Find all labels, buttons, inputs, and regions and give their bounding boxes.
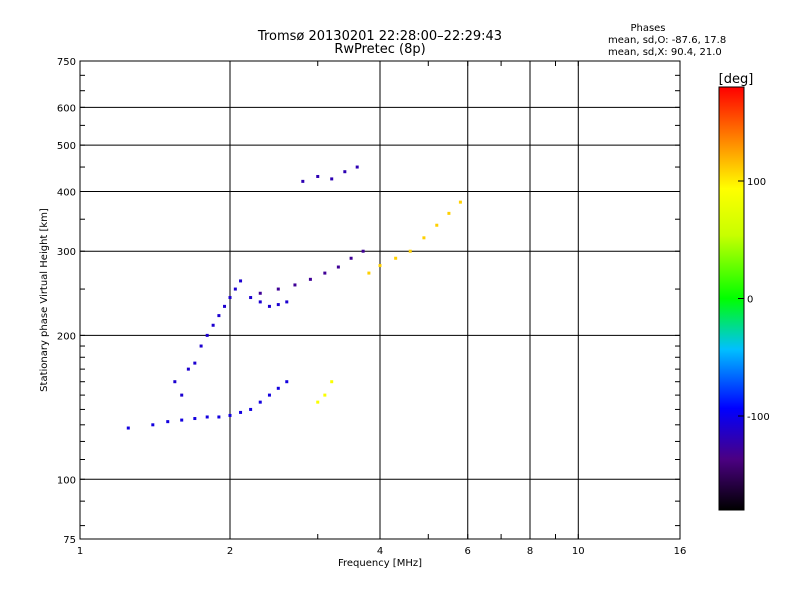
y-tick-label: 75 xyxy=(63,535,76,546)
data-point xyxy=(267,304,271,308)
data-point xyxy=(276,287,280,291)
colorbar-label: [deg] xyxy=(719,72,754,87)
data-point xyxy=(435,223,439,227)
y-tick-label: 600 xyxy=(57,103,76,114)
x-tick-label: 16 xyxy=(674,546,687,557)
data-point xyxy=(258,400,262,404)
data-point xyxy=(211,323,215,327)
data-point xyxy=(330,380,334,384)
data-point xyxy=(276,303,280,307)
data-point xyxy=(308,277,312,281)
data-point xyxy=(239,279,243,283)
data-point xyxy=(276,386,280,390)
data-point xyxy=(323,393,327,397)
data-point xyxy=(223,304,227,308)
data-point xyxy=(151,423,155,427)
data-point xyxy=(166,420,170,424)
x-axis-label: Frequency [MHz] xyxy=(338,558,422,569)
data-point xyxy=(249,296,253,300)
data-point xyxy=(180,393,184,397)
y-tick-label: 300 xyxy=(57,247,76,258)
data-point xyxy=(367,271,371,275)
data-point xyxy=(343,170,347,174)
data-point xyxy=(422,236,426,240)
data-point xyxy=(316,174,320,178)
data-point xyxy=(408,249,412,253)
chart-subtitle: RwPretec (8p) xyxy=(334,42,425,57)
chart-title: Tromsø 20130201 22:28:00–22:29:43 xyxy=(257,29,502,44)
x-tick-label: 6 xyxy=(465,546,471,557)
y-tick-label: 400 xyxy=(57,187,76,198)
data-point xyxy=(330,177,334,181)
colorbar-ticks: 100 0 -100 xyxy=(738,177,770,423)
data-point xyxy=(285,300,289,304)
data-point xyxy=(361,249,365,253)
y-tick-label: 200 xyxy=(57,331,76,342)
data-point xyxy=(228,413,232,417)
data-point xyxy=(458,200,462,204)
y-axis-label: Stationary phase Virtual Height [km] xyxy=(39,208,50,392)
data-point xyxy=(233,287,237,291)
data-point xyxy=(199,344,203,348)
data-point xyxy=(301,179,305,183)
axes: 1 2 4 6 8 10 16 75 100 200 300 400 500 600 750 xyxy=(57,57,686,557)
x-tick-label: 8 xyxy=(527,546,533,557)
data-point xyxy=(217,314,221,318)
colorbar-tick-label: 100 xyxy=(747,177,766,188)
x-tick-label: 4 xyxy=(377,546,383,557)
stats-title: Phases xyxy=(630,23,665,34)
data-point xyxy=(349,256,353,260)
data-point xyxy=(205,415,209,419)
y-tick-label: 750 xyxy=(57,57,76,68)
data-point xyxy=(126,426,130,430)
data-point xyxy=(267,393,271,397)
x-tick-label: 10 xyxy=(572,546,585,557)
data-point xyxy=(258,300,262,304)
x-tick-label: 2 xyxy=(227,546,233,557)
data-point xyxy=(228,296,232,300)
data-point xyxy=(193,361,197,365)
grid-lines xyxy=(80,61,680,539)
data-point xyxy=(193,417,197,421)
data-point xyxy=(173,380,177,384)
stats-o-line: mean, sd,O: -87.6, 17.8 xyxy=(608,35,726,46)
y-tick-label: 500 xyxy=(57,141,76,152)
data-point xyxy=(186,367,190,371)
data-point xyxy=(447,211,451,215)
data-point xyxy=(258,291,262,295)
data-point xyxy=(239,410,243,414)
data-point xyxy=(316,400,320,404)
data-point xyxy=(336,265,340,269)
data-point xyxy=(323,271,327,275)
data-point xyxy=(249,407,253,411)
x-tick-label: 1 xyxy=(77,546,83,557)
data-point xyxy=(285,380,289,384)
stats-x-line: mean, sd,X: 90.4, 21.0 xyxy=(608,47,722,58)
data-point xyxy=(205,333,209,337)
data-point xyxy=(355,165,359,169)
colorbar-tick-label: 0 xyxy=(747,295,753,306)
y-tick-label: 100 xyxy=(57,475,76,486)
data-point xyxy=(378,264,382,268)
colorbar-tick-label: -100 xyxy=(747,412,770,423)
data-point xyxy=(394,256,398,260)
data-point xyxy=(293,283,297,287)
data-points xyxy=(126,165,462,430)
data-point xyxy=(217,415,221,419)
data-point xyxy=(180,418,184,422)
